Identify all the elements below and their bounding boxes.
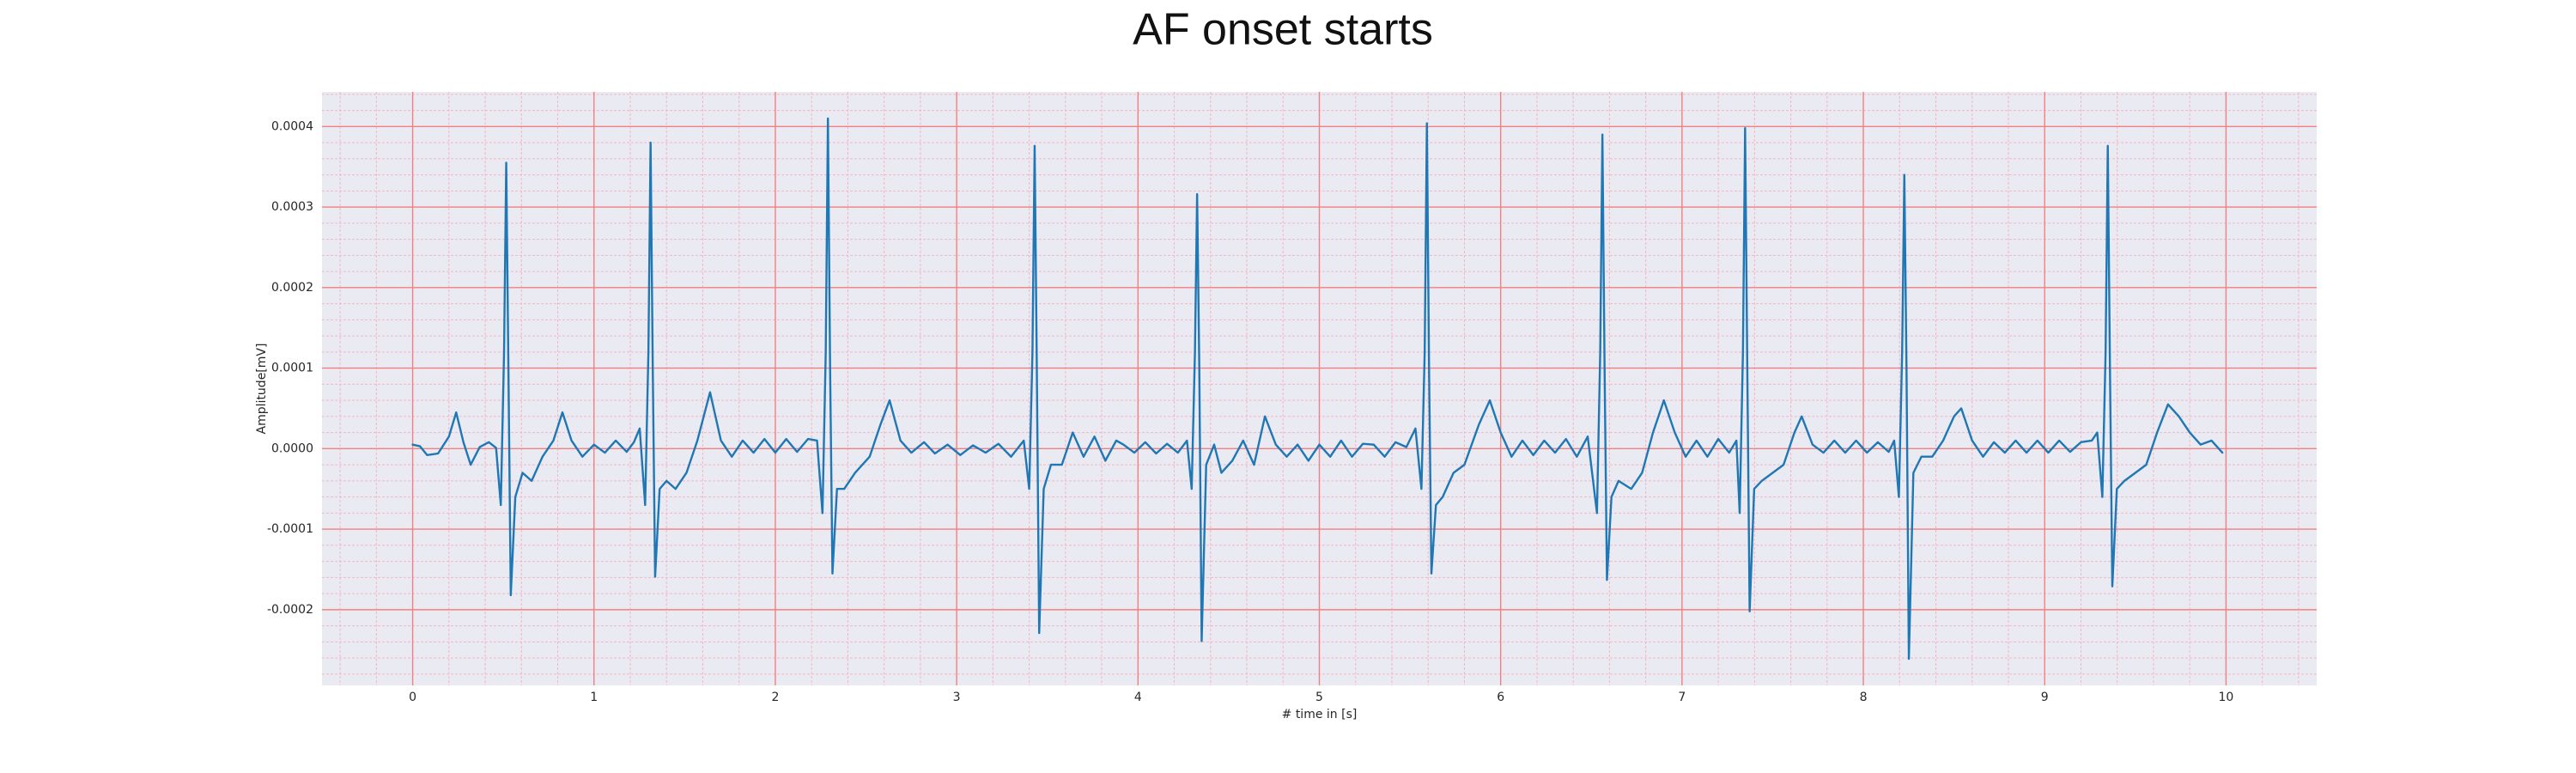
y-tick-label: 0.0002 bbox=[271, 281, 313, 295]
x-axis-label: # time in [s] bbox=[1282, 708, 1358, 721]
y-tick-label: 0.0004 bbox=[271, 119, 313, 133]
x-tick-label: 4 bbox=[1134, 691, 1142, 704]
chart-title: AF onset starts bbox=[1133, 5, 1433, 55]
y-tick-label: 0.0000 bbox=[271, 441, 313, 455]
x-tick-label: 8 bbox=[1860, 691, 1868, 704]
y-tick-label: 0.0003 bbox=[271, 200, 313, 214]
y-tick-label: 0.0001 bbox=[271, 362, 313, 375]
x-tick-label: 7 bbox=[1678, 691, 1686, 704]
x-tick-label: 2 bbox=[771, 691, 779, 704]
x-tick-label: 1 bbox=[590, 691, 598, 704]
ecg-line bbox=[411, 117, 2224, 660]
y-tick-label: -0.0001 bbox=[267, 522, 313, 536]
x-tick-label: 6 bbox=[1497, 691, 1504, 704]
x-tick-label: 9 bbox=[2041, 691, 2049, 704]
x-tick-label: 3 bbox=[953, 691, 961, 704]
y-tick-label: -0.0002 bbox=[267, 603, 313, 617]
x-tick-label: 10 bbox=[2218, 691, 2233, 704]
x-tick-label: 5 bbox=[1315, 691, 1323, 704]
y-axis-label: Amplitude[mV] bbox=[255, 344, 269, 435]
x-tick-label: 0 bbox=[409, 691, 416, 704]
